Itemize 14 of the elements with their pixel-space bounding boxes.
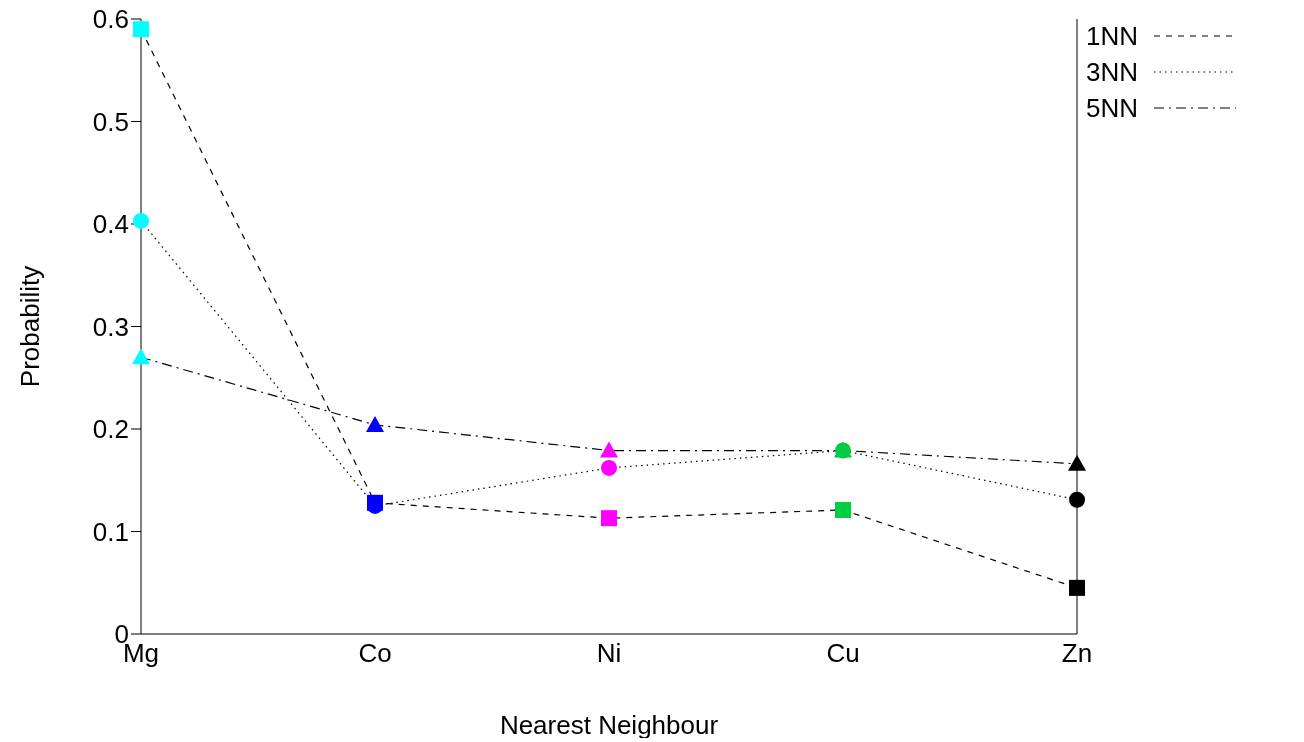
y-axis-title: Probability — [15, 265, 46, 388]
y-tick-label: 0.6 — [92, 4, 129, 35]
x-tick-label: Ni — [596, 638, 622, 669]
y-tick-label: 0.5 — [92, 106, 129, 137]
y-tick-label: 0.1 — [92, 516, 129, 547]
x-tick-label: Co — [358, 638, 392, 669]
legend-label: 1NN — [1085, 20, 1138, 52]
y-tick-label: 0.2 — [92, 414, 129, 445]
x-tick-label: Zn — [1061, 638, 1093, 669]
x-tick-label: Cu — [826, 638, 860, 669]
y-tick-label: 0.4 — [92, 209, 129, 240]
legend-label: 3NN — [1085, 56, 1138, 88]
y-tick-label: 0.3 — [92, 311, 129, 342]
legend-label: 5NN — [1085, 92, 1138, 124]
